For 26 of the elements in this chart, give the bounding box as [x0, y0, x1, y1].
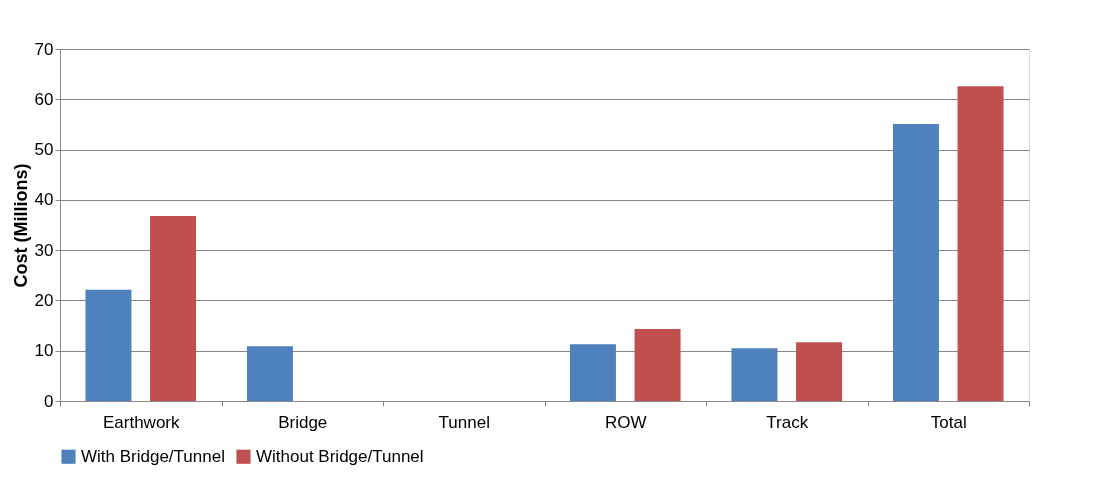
bar [569, 344, 616, 401]
legend-label: With Bridge/Tunnel [81, 446, 225, 466]
y-tick-label: 70 [34, 39, 54, 59]
bar [246, 346, 293, 401]
bar [957, 86, 1004, 401]
bar [150, 215, 197, 401]
bar [892, 123, 939, 401]
y-tick-label: 60 [34, 89, 54, 109]
bar [731, 348, 778, 401]
y-tick-label: 10 [34, 341, 54, 361]
y-tick-label: 20 [34, 290, 54, 310]
x-tick-label: Total [930, 412, 967, 432]
x-tick-label: ROW [604, 412, 647, 432]
bar [634, 329, 681, 401]
y-tick-label: 50 [34, 140, 54, 160]
legend-label: Without Bridge/Tunnel [256, 446, 424, 466]
y-tick-label: 40 [34, 190, 54, 210]
y-axis-title: Cost (Millions) [10, 163, 31, 288]
x-tick-label: Track [766, 412, 809, 432]
x-tick-label: Bridge [278, 412, 328, 432]
y-tick-label: 0 [44, 391, 54, 411]
bar [796, 342, 843, 401]
bar [85, 289, 132, 401]
x-tick-label: Earthwork [102, 412, 181, 432]
y-tick-label: 30 [34, 240, 54, 260]
x-tick-label: Tunnel [438, 412, 490, 432]
